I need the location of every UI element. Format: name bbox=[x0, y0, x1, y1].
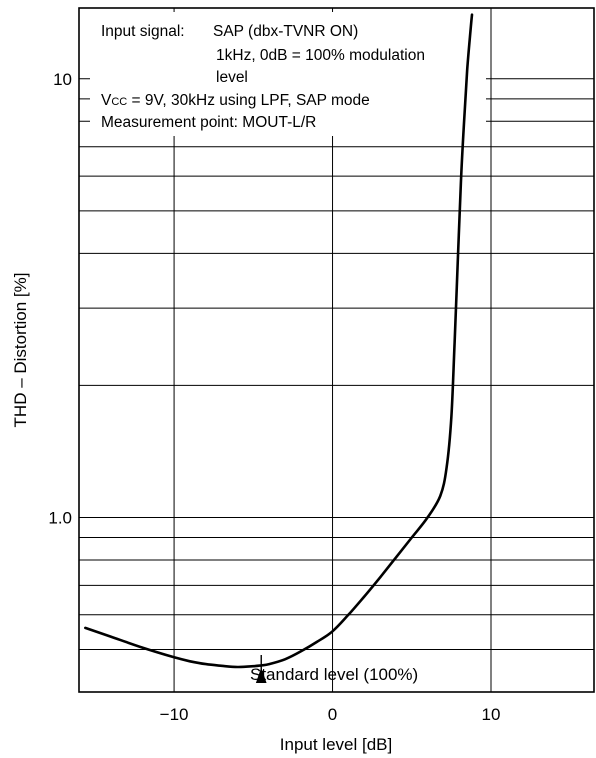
y-tick-labels: 1.0 10 bbox=[48, 70, 72, 528]
input-signal-label: Input signal: bbox=[101, 23, 185, 40]
horizontal-grid-lines bbox=[79, 78, 594, 693]
plot-frame bbox=[78, 7, 595, 693]
x-axis-label: Input level [dB] bbox=[280, 735, 392, 754]
y-axis-label: THD – Distortion [%] bbox=[11, 273, 30, 428]
standard-level-arrow bbox=[255, 655, 267, 683]
x-tick-label: 10 bbox=[482, 705, 501, 724]
x-tick-labels: −10 0 10 bbox=[160, 705, 501, 724]
measurement-point: Measurement point: MOUT-L/R bbox=[101, 114, 316, 131]
signal-detail-line-1: 1kHz, 0dB = 100% modulation bbox=[216, 47, 425, 64]
standard-level-label: Standard level (100%) bbox=[250, 665, 418, 684]
x-tick-label: 0 bbox=[328, 705, 337, 724]
input-signal-value: SAP (dbx-TVNR ON) bbox=[213, 23, 358, 40]
y-tick-label: 10 bbox=[53, 70, 72, 89]
x-tick-label: −10 bbox=[160, 705, 189, 724]
arrow-head bbox=[255, 667, 267, 683]
y-tick-label: 1.0 bbox=[48, 508, 72, 527]
thd-curve bbox=[84, 13, 474, 669]
vcc-condition: VCC = 9V, 30kHz using LPF, SAP mode bbox=[101, 92, 370, 109]
signal-detail-line-2: level bbox=[216, 69, 248, 86]
annotation-background bbox=[90, 12, 486, 136]
